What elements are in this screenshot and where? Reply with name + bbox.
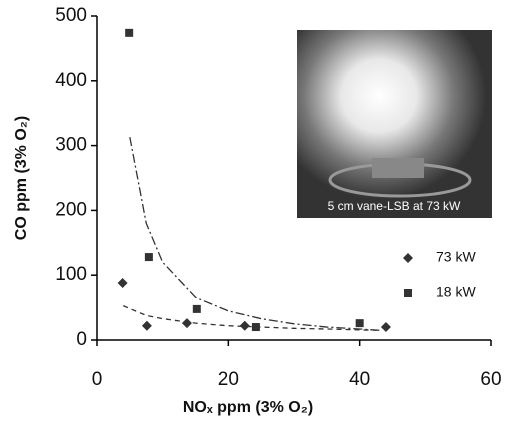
y-tick-label: 0 (76, 329, 87, 350)
point (141, 320, 152, 331)
x-axis-title: NOₓ ppm (3% O₂) (183, 399, 313, 416)
point (181, 318, 192, 329)
trend-line (123, 305, 380, 331)
point (117, 277, 128, 288)
trend-line (129, 137, 380, 331)
y-tick-label: 300 (55, 135, 87, 156)
inset-photo: 5 cm vane-LSB at 73 kW (297, 30, 492, 218)
x-tick-label: 40 (349, 369, 370, 390)
point (192, 304, 201, 313)
legend-label: 73 kW (436, 249, 476, 265)
legend-marker (404, 289, 412, 297)
y-tick-label: 400 (55, 70, 87, 91)
inset-caption: 5 cm vane-LSB at 73 kW (328, 199, 461, 213)
point (380, 322, 391, 333)
point (251, 323, 260, 332)
y-tick-label: 500 (55, 5, 87, 26)
y-axis-title: CO ppm (3% O₂) (13, 116, 30, 240)
legend-marker (403, 253, 413, 263)
y-tick-label: 100 (55, 264, 87, 285)
y-tick-label: 200 (55, 199, 87, 220)
legend-label: 18 kW (436, 284, 476, 300)
point (355, 319, 364, 328)
x-tick-label: 60 (480, 369, 501, 390)
point (144, 253, 153, 262)
point (239, 320, 250, 331)
x-tick-label: 0 (92, 369, 103, 390)
x-tick-label: 20 (218, 369, 239, 390)
point (125, 28, 134, 37)
